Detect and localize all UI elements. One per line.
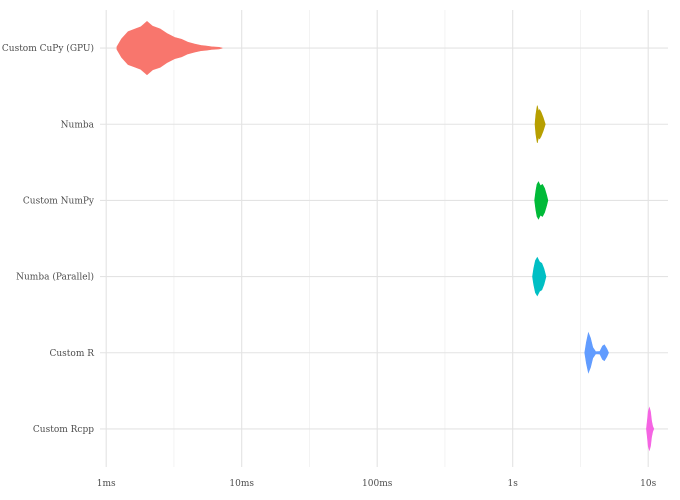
violins xyxy=(116,21,655,452)
category-label: Custom Rcpp xyxy=(33,425,94,435)
category-label: Custom R xyxy=(49,349,94,359)
violin-numba-parallel xyxy=(532,256,547,297)
x-tick-label: 10ms xyxy=(229,479,254,489)
grid-lines xyxy=(100,10,668,467)
violin-numba xyxy=(534,105,546,143)
x-tick-label: 1ms xyxy=(97,479,116,489)
violin-custom-rcpp xyxy=(646,406,655,452)
x-tick-labels: 1ms 10ms 100ms 1s 10s xyxy=(97,479,657,489)
x-tick-label: 100ms xyxy=(362,479,393,489)
violin-custom-r xyxy=(584,331,609,374)
violin-custom-numpy xyxy=(534,181,549,220)
violin-custom-cupy-gpu xyxy=(116,21,223,76)
category-label: Numba xyxy=(61,120,95,130)
category-label: Custom CuPy (GPU) xyxy=(2,43,94,54)
category-label: Custom NumPy xyxy=(23,196,95,206)
x-tick-label: 10s xyxy=(640,479,656,489)
x-tick-label: 1s xyxy=(508,479,519,489)
category-labels: Custom CuPy (GPU) Numba Custom NumPy Numba … xyxy=(2,43,95,435)
category-label: Numba (Parallel) xyxy=(16,272,94,283)
